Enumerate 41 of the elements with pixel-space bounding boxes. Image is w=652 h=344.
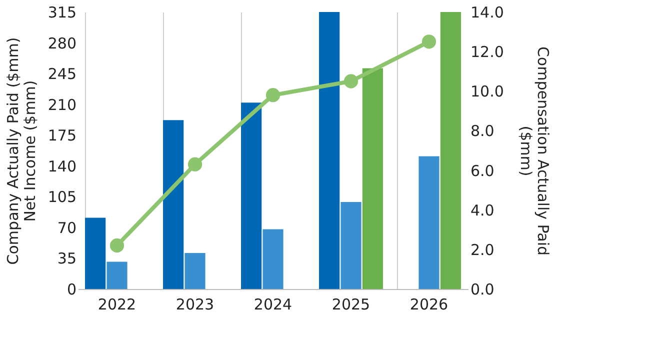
y2-tick-label: 8.0 bbox=[470, 122, 494, 140]
y-tick-label: 280 bbox=[48, 34, 76, 52]
y2-tick-label: 10.0 bbox=[470, 82, 504, 101]
bar bbox=[106, 262, 128, 289]
y-tick-label: 35 bbox=[57, 250, 76, 268]
point bbox=[188, 157, 202, 172]
x-tick-label: 2025 bbox=[332, 296, 370, 314]
bar bbox=[362, 68, 383, 289]
y-axis-title: Company Actually Paid ($mm) Net Income ($mm) bbox=[4, 37, 39, 265]
bar bbox=[163, 120, 184, 289]
x-tick-label: 2023 bbox=[176, 296, 214, 314]
y-tick-label: 105 bbox=[48, 188, 76, 206]
point bbox=[110, 238, 124, 253]
bar bbox=[319, 12, 340, 289]
y2-tick-label: 12.0 bbox=[470, 43, 504, 62]
y-tick-label: 70 bbox=[57, 218, 76, 237]
y2-axis-title: Compensation Actually Paid ($mm) bbox=[516, 46, 552, 256]
y2-tick-label: 6.0 bbox=[470, 162, 494, 180]
y-tick-label: 175 bbox=[48, 126, 76, 145]
y-tick-label: 210 bbox=[48, 96, 76, 114]
bar bbox=[340, 202, 362, 289]
x-tick-label: 2024 bbox=[254, 296, 292, 314]
bar bbox=[418, 156, 440, 289]
bar bbox=[184, 252, 206, 289]
point bbox=[344, 74, 358, 88]
x-tick-label: 2026 bbox=[410, 296, 448, 314]
y-tick-label: 140 bbox=[48, 157, 76, 176]
point bbox=[422, 34, 436, 49]
y-tick-label: 245 bbox=[48, 65, 76, 84]
y-tick-label: 315 bbox=[48, 4, 76, 22]
y2-tick-label: 4.0 bbox=[470, 201, 494, 220]
bar bbox=[262, 229, 284, 289]
y2-tick-label: 2.0 bbox=[470, 240, 494, 259]
bar bbox=[241, 102, 262, 289]
y2-tick-label: 14.0 bbox=[470, 4, 504, 22]
y2-tick-label: 0.0 bbox=[470, 280, 494, 298]
bar bbox=[440, 12, 461, 289]
y-tick-label: 0 bbox=[66, 280, 76, 298]
x-tick-label: 2022 bbox=[98, 296, 136, 314]
point bbox=[266, 88, 280, 102]
bar bbox=[85, 218, 106, 289]
